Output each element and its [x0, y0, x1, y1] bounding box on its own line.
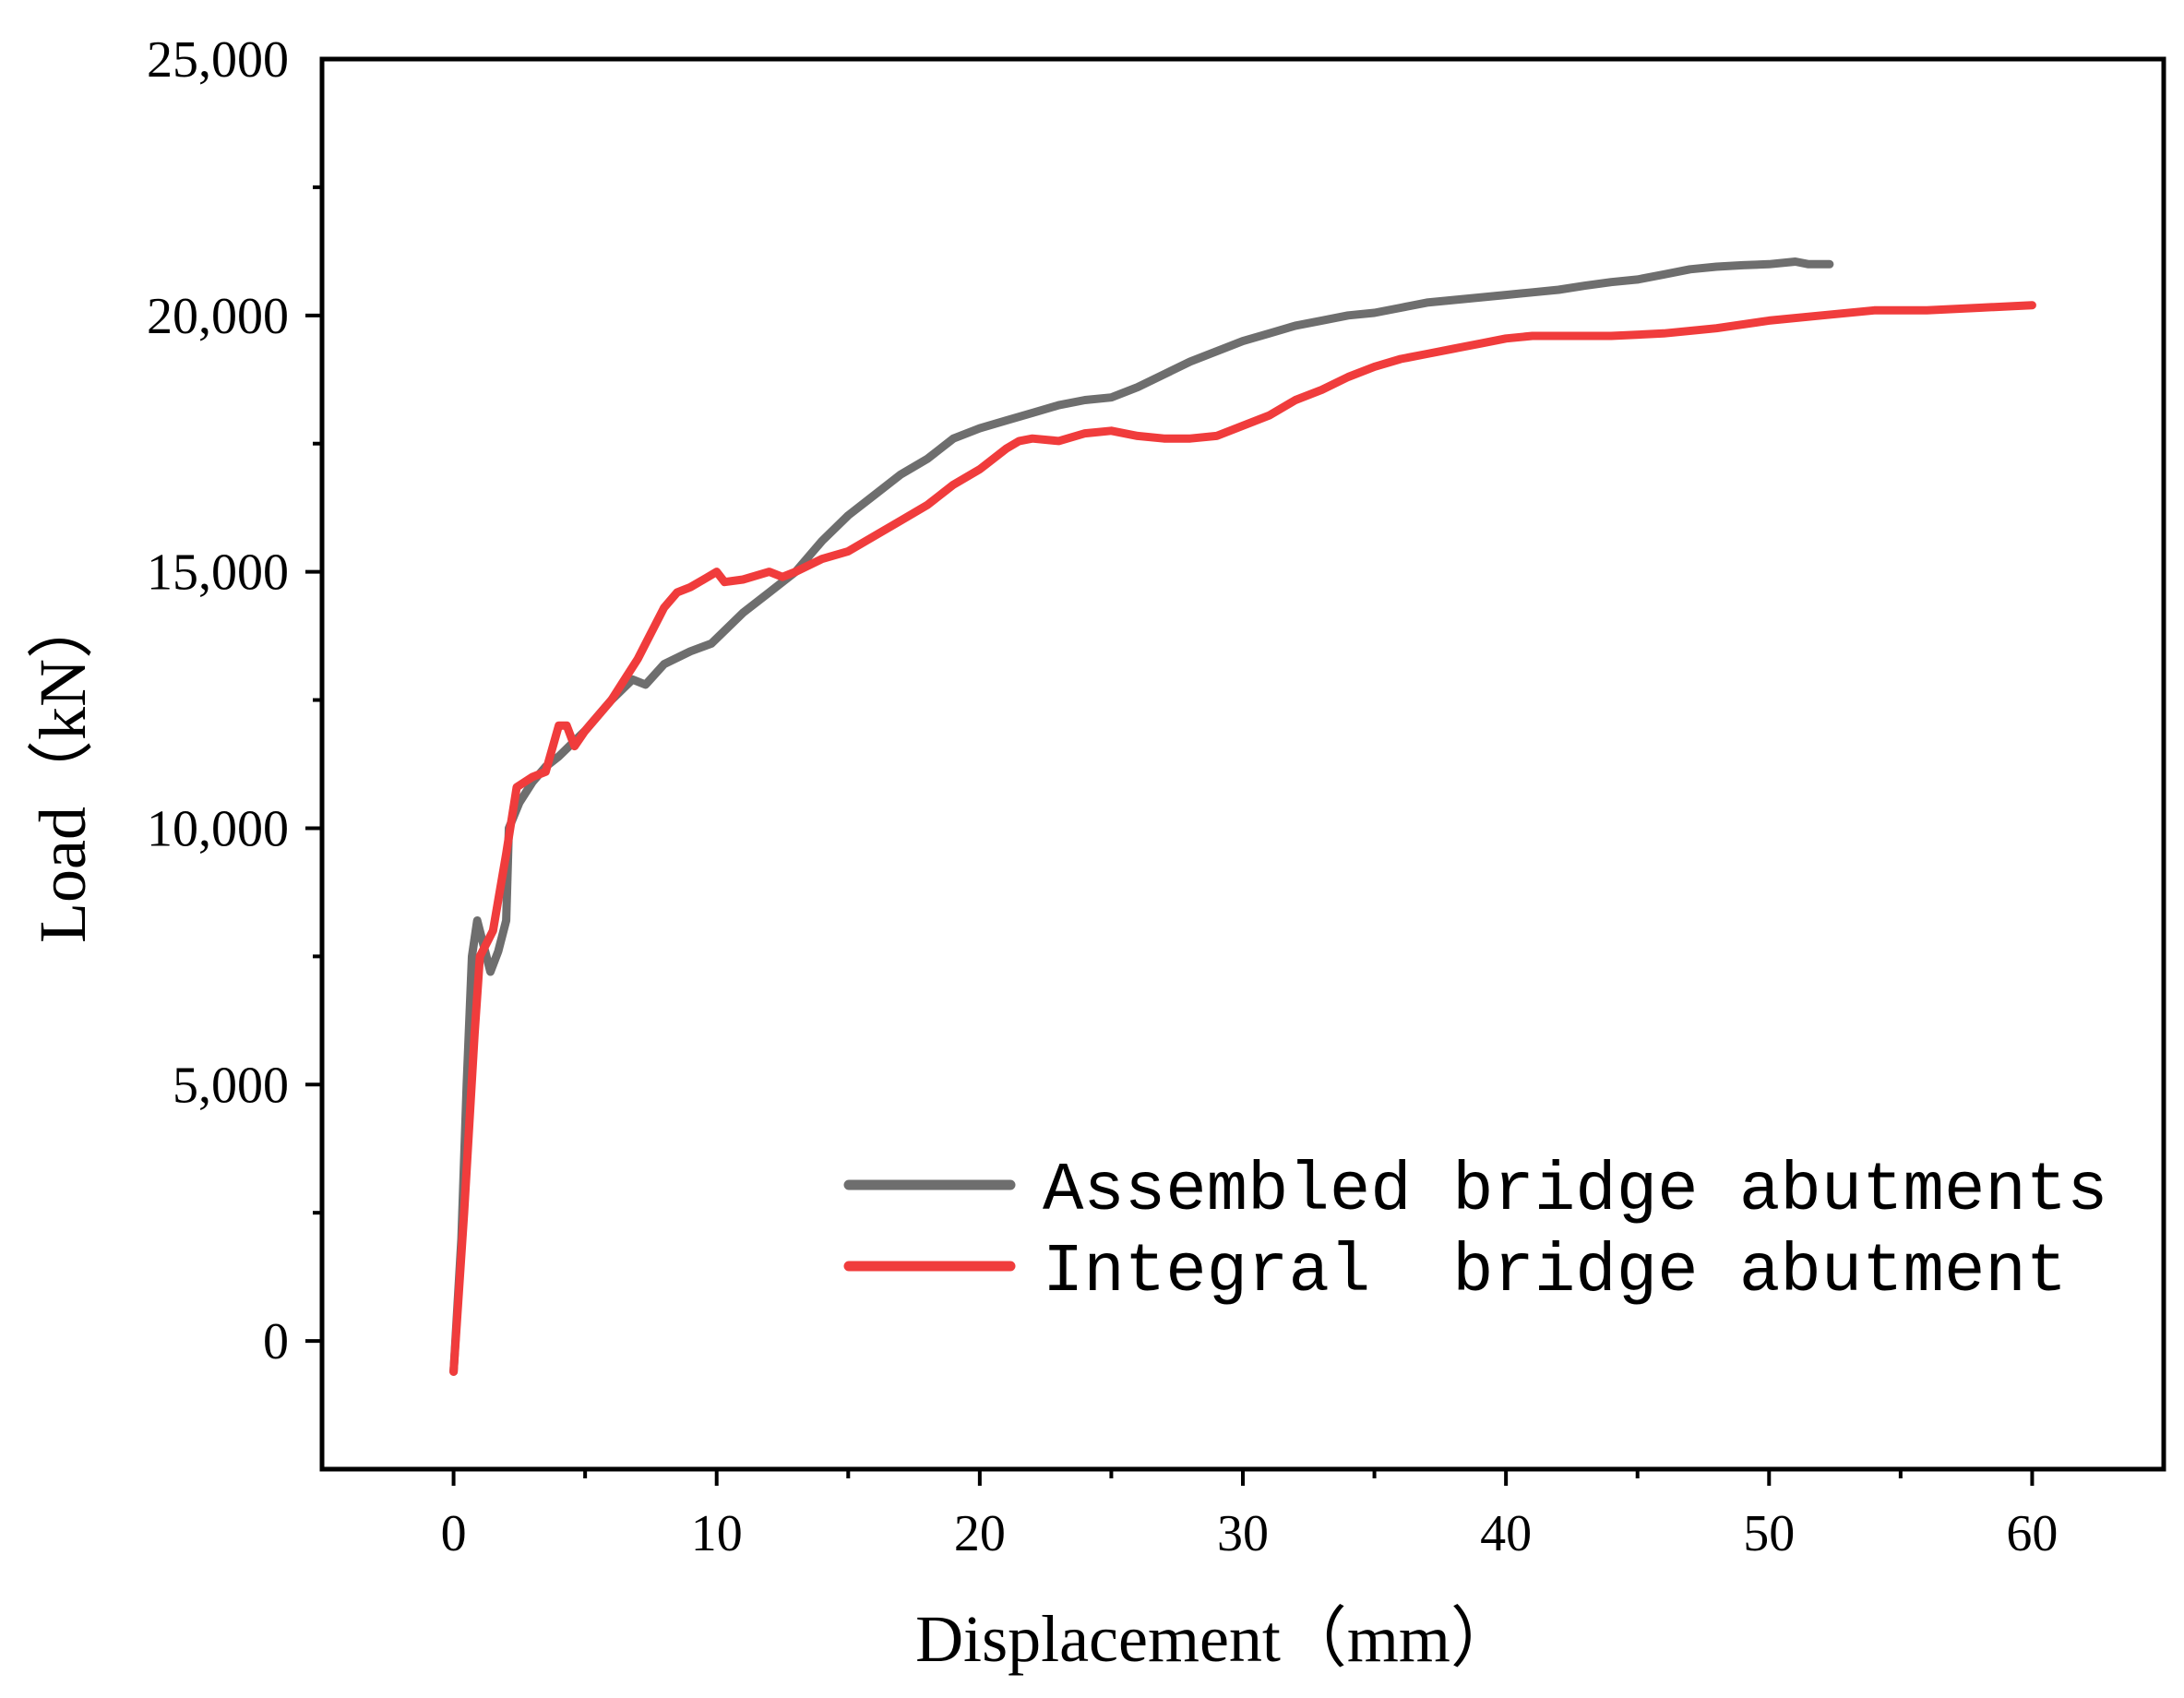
y-axis-ticks: [305, 185, 322, 1344]
series-line-1: [449, 301, 2036, 1376]
series-line-0: [449, 257, 1834, 1376]
x-tick-label: 60: [2006, 1505, 2058, 1562]
y-axis-title: Load（kN）: [26, 592, 100, 943]
y-tick-label: 5,000: [173, 1057, 289, 1114]
legend: Assembled bridge abutments Integral brid…: [843, 1153, 2108, 1311]
x-tick-label: 10: [691, 1505, 743, 1562]
x-axis-tick-labels: 0 10 20 30 40 50 60: [441, 1505, 2059, 1562]
x-tick-label: 20: [954, 1505, 1006, 1562]
x-tick-label: 50: [1743, 1505, 1795, 1562]
y-tick-label: 0: [263, 1313, 289, 1370]
y-tick-label: 20,000: [147, 288, 289, 345]
legend-label-integral: Integral bridge abutment: [1043, 1234, 2067, 1311]
x-axis-title: Displacement（mm）: [915, 1602, 1517, 1676]
x-tick-label: 40: [1480, 1505, 1532, 1562]
y-axis-tick-labels: 0 5,000 10,000 15,000 20,000 25,000: [147, 31, 289, 1370]
y-tick-label: 15,000: [147, 544, 289, 602]
y-tick-label: 25,000: [147, 31, 289, 89]
x-tick-label: 30: [1217, 1505, 1269, 1562]
plot-lines: [449, 257, 2036, 1376]
x-axis-ticks: [451, 1469, 2035, 1486]
x-tick-label: 0: [441, 1505, 467, 1562]
legend-label-assembled: Assembled bridge abutments: [1043, 1153, 2108, 1230]
y-tick-label: 10,000: [147, 800, 289, 857]
